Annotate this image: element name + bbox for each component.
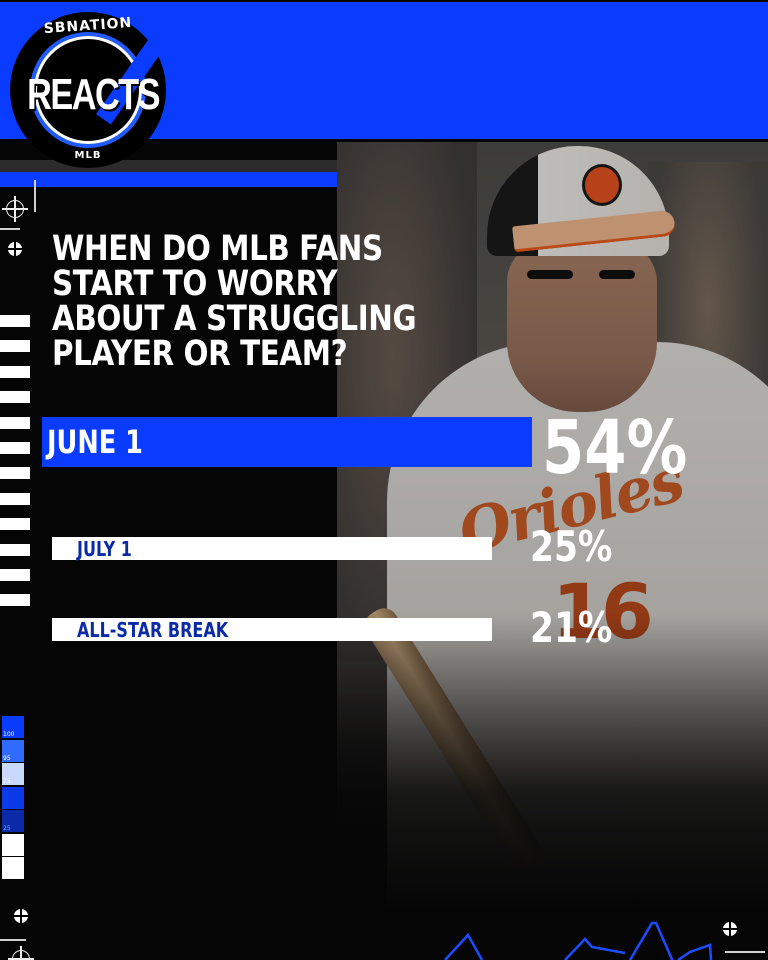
hud-line bbox=[34, 180, 36, 212]
divider-band-gray bbox=[0, 160, 337, 172]
stripe bbox=[0, 315, 30, 327]
logo-title: REACTS bbox=[27, 70, 160, 119]
orioles-logo-icon bbox=[582, 164, 622, 206]
swatch-label: 25 bbox=[3, 825, 11, 832]
bar-fill bbox=[42, 417, 532, 467]
swatch-label: 75 bbox=[3, 778, 11, 785]
photo-fade bbox=[337, 612, 768, 912]
swatch bbox=[2, 857, 24, 879]
sbnation-reacts-logo: SBNATION REACTS MLB bbox=[10, 12, 166, 168]
stripe bbox=[0, 594, 30, 607]
target-dot-icon bbox=[723, 922, 737, 936]
poll-option-all-star-break: All-Star Break 21% bbox=[52, 606, 612, 650]
crosshair-icon bbox=[2, 196, 28, 222]
swatch bbox=[2, 786, 24, 809]
divider-band-blue bbox=[0, 172, 337, 187]
bar-fill bbox=[52, 537, 492, 560]
option-percent: 54% bbox=[542, 405, 688, 491]
poll-option-july-1: July 1 25% bbox=[52, 525, 612, 569]
side-stripes bbox=[0, 315, 30, 620]
swatch-label: 100 bbox=[3, 731, 15, 738]
stripe bbox=[0, 441, 30, 454]
stripe bbox=[0, 568, 30, 581]
logo-ring bbox=[34, 36, 142, 144]
stripe bbox=[0, 365, 30, 378]
swatch: 95 bbox=[2, 739, 24, 762]
hud-line bbox=[0, 939, 26, 941]
color-swatches: 100 95 75 25 bbox=[2, 716, 24, 881]
stripe bbox=[0, 492, 30, 505]
option-percent: 25% bbox=[530, 522, 613, 571]
hud-line bbox=[725, 951, 765, 953]
option-label: All-Star Break bbox=[77, 618, 229, 642]
bar-fill bbox=[52, 618, 492, 641]
poll-option-june-1: June 1 54% bbox=[42, 411, 687, 485]
logo-league: MLB bbox=[74, 150, 102, 161]
poll-question: When do MLB fans start to worry about a … bbox=[52, 229, 417, 374]
stripe bbox=[0, 467, 30, 480]
stripe bbox=[0, 340, 30, 353]
stripe bbox=[0, 391, 30, 404]
swatch: 100 bbox=[2, 716, 24, 738]
swatch bbox=[2, 833, 24, 856]
option-label: June 1 bbox=[47, 423, 143, 461]
sparkline-decoration bbox=[444, 921, 713, 960]
target-dot-icon bbox=[14, 909, 28, 923]
crosshair-icon bbox=[8, 946, 34, 960]
eye-black bbox=[599, 270, 635, 279]
stripe bbox=[0, 518, 30, 531]
swatch: 75 bbox=[2, 763, 24, 785]
eye-black bbox=[527, 270, 573, 279]
option-label: July 1 bbox=[77, 537, 132, 561]
swatch-label: 95 bbox=[3, 754, 11, 762]
stripe bbox=[0, 416, 30, 429]
swatch: 25 bbox=[2, 810, 24, 832]
target-dot-icon bbox=[8, 242, 22, 256]
stripe bbox=[0, 543, 30, 556]
hud-line bbox=[0, 228, 20, 230]
option-percent: 21% bbox=[530, 603, 613, 652]
